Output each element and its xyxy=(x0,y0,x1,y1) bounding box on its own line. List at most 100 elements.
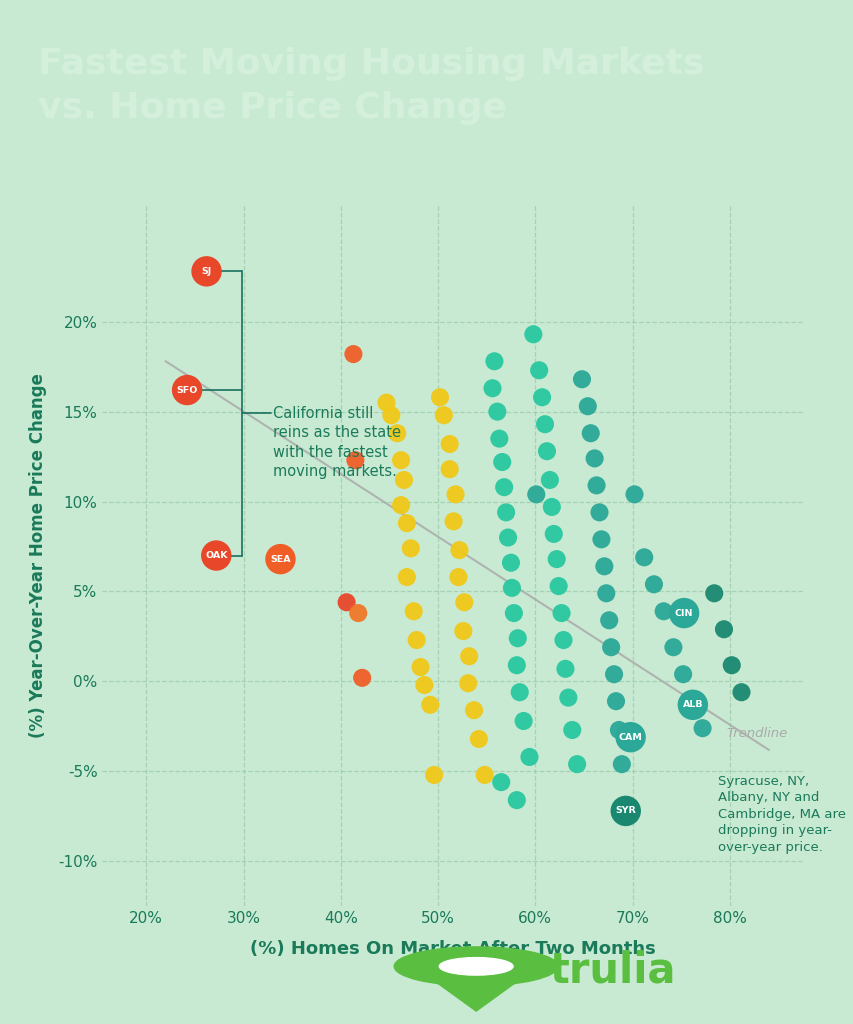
Point xyxy=(467,702,480,719)
Point xyxy=(510,630,524,646)
Point xyxy=(448,486,461,503)
Point xyxy=(546,525,560,542)
Text: SEA: SEA xyxy=(270,555,290,563)
Text: SFO: SFO xyxy=(177,386,198,394)
X-axis label: (%) Homes On Market After Two Months: (%) Homes On Market After Two Months xyxy=(249,940,655,958)
Point xyxy=(551,578,565,594)
Point xyxy=(355,670,368,686)
Point xyxy=(446,513,460,529)
Point xyxy=(666,639,680,655)
Point xyxy=(384,407,397,424)
Point xyxy=(636,549,650,565)
Point xyxy=(495,454,508,470)
Point xyxy=(614,756,628,772)
Point xyxy=(346,346,360,362)
Point xyxy=(399,515,413,531)
Point xyxy=(507,605,520,622)
Text: OAK: OAK xyxy=(205,551,227,560)
Point xyxy=(200,263,213,280)
Point xyxy=(685,693,699,710)
Text: Trendline: Trendline xyxy=(725,727,786,740)
Text: Fastest Moving Housing Markets
vs. Home Price Change: Fastest Moving Housing Markets vs. Home … xyxy=(38,47,704,125)
Text: CAM: CAM xyxy=(618,733,641,741)
Point xyxy=(574,371,588,387)
Point xyxy=(494,774,508,791)
Point xyxy=(676,666,689,682)
Point xyxy=(522,749,536,765)
Point xyxy=(580,398,594,415)
Point xyxy=(647,577,660,593)
Point xyxy=(339,594,353,610)
Point xyxy=(437,407,450,424)
Point xyxy=(397,472,410,488)
Text: Syracuse, NY,
Albany, NY and
Cambridge, MA are
dropping in year-
over-year price: Syracuse, NY, Albany, NY and Cambridge, … xyxy=(717,775,845,854)
Circle shape xyxy=(438,957,513,975)
Text: SYR: SYR xyxy=(615,807,635,815)
Point xyxy=(485,380,499,396)
Point xyxy=(273,551,287,567)
Point xyxy=(565,722,578,738)
Point xyxy=(734,684,747,700)
Point xyxy=(399,569,413,586)
Point xyxy=(513,684,526,700)
Point xyxy=(452,542,466,558)
Point xyxy=(406,603,420,620)
Polygon shape xyxy=(437,983,514,1011)
Point xyxy=(443,436,456,453)
Point xyxy=(589,477,603,494)
Point xyxy=(472,731,485,748)
Point xyxy=(558,660,572,677)
Point xyxy=(351,605,365,622)
Point xyxy=(608,693,622,710)
Text: SJ: SJ xyxy=(201,267,212,275)
Point xyxy=(537,416,551,432)
Point xyxy=(529,486,543,503)
Point xyxy=(503,555,517,571)
Point xyxy=(539,443,553,460)
Text: California still
reins as the state
with the fastest
moving markets.: California still reins as the state with… xyxy=(272,407,400,479)
Point xyxy=(409,632,423,648)
Point xyxy=(594,531,607,548)
Point xyxy=(623,729,636,745)
Point xyxy=(604,639,618,655)
Point xyxy=(516,713,530,729)
Point xyxy=(413,658,426,675)
Point xyxy=(496,479,510,496)
Point xyxy=(549,551,563,567)
Point xyxy=(618,803,632,819)
Point xyxy=(478,767,491,783)
Point xyxy=(724,657,738,674)
Point xyxy=(561,689,575,706)
Point xyxy=(426,767,440,783)
Text: trulia: trulia xyxy=(549,949,676,991)
Point xyxy=(583,425,597,441)
Point xyxy=(390,425,403,441)
Point xyxy=(601,612,615,629)
Point xyxy=(556,632,570,648)
Point xyxy=(432,389,446,406)
Circle shape xyxy=(394,947,558,986)
Point xyxy=(531,362,545,379)
Point xyxy=(487,353,501,370)
Point xyxy=(394,452,408,468)
Point xyxy=(403,540,417,556)
Point xyxy=(544,499,558,515)
Point xyxy=(209,547,223,563)
Point xyxy=(676,605,690,622)
Point xyxy=(509,792,523,808)
Point xyxy=(606,666,620,682)
Point xyxy=(535,389,548,406)
Point xyxy=(554,605,568,622)
Point xyxy=(706,585,720,601)
Point xyxy=(461,675,474,691)
Point xyxy=(592,504,606,520)
Point xyxy=(380,394,393,411)
Point xyxy=(499,504,513,520)
Point xyxy=(504,580,518,596)
Point xyxy=(717,622,730,638)
Point xyxy=(612,722,625,738)
Point xyxy=(570,756,583,772)
Point xyxy=(180,382,194,398)
Point xyxy=(461,648,475,665)
Point xyxy=(627,486,641,503)
